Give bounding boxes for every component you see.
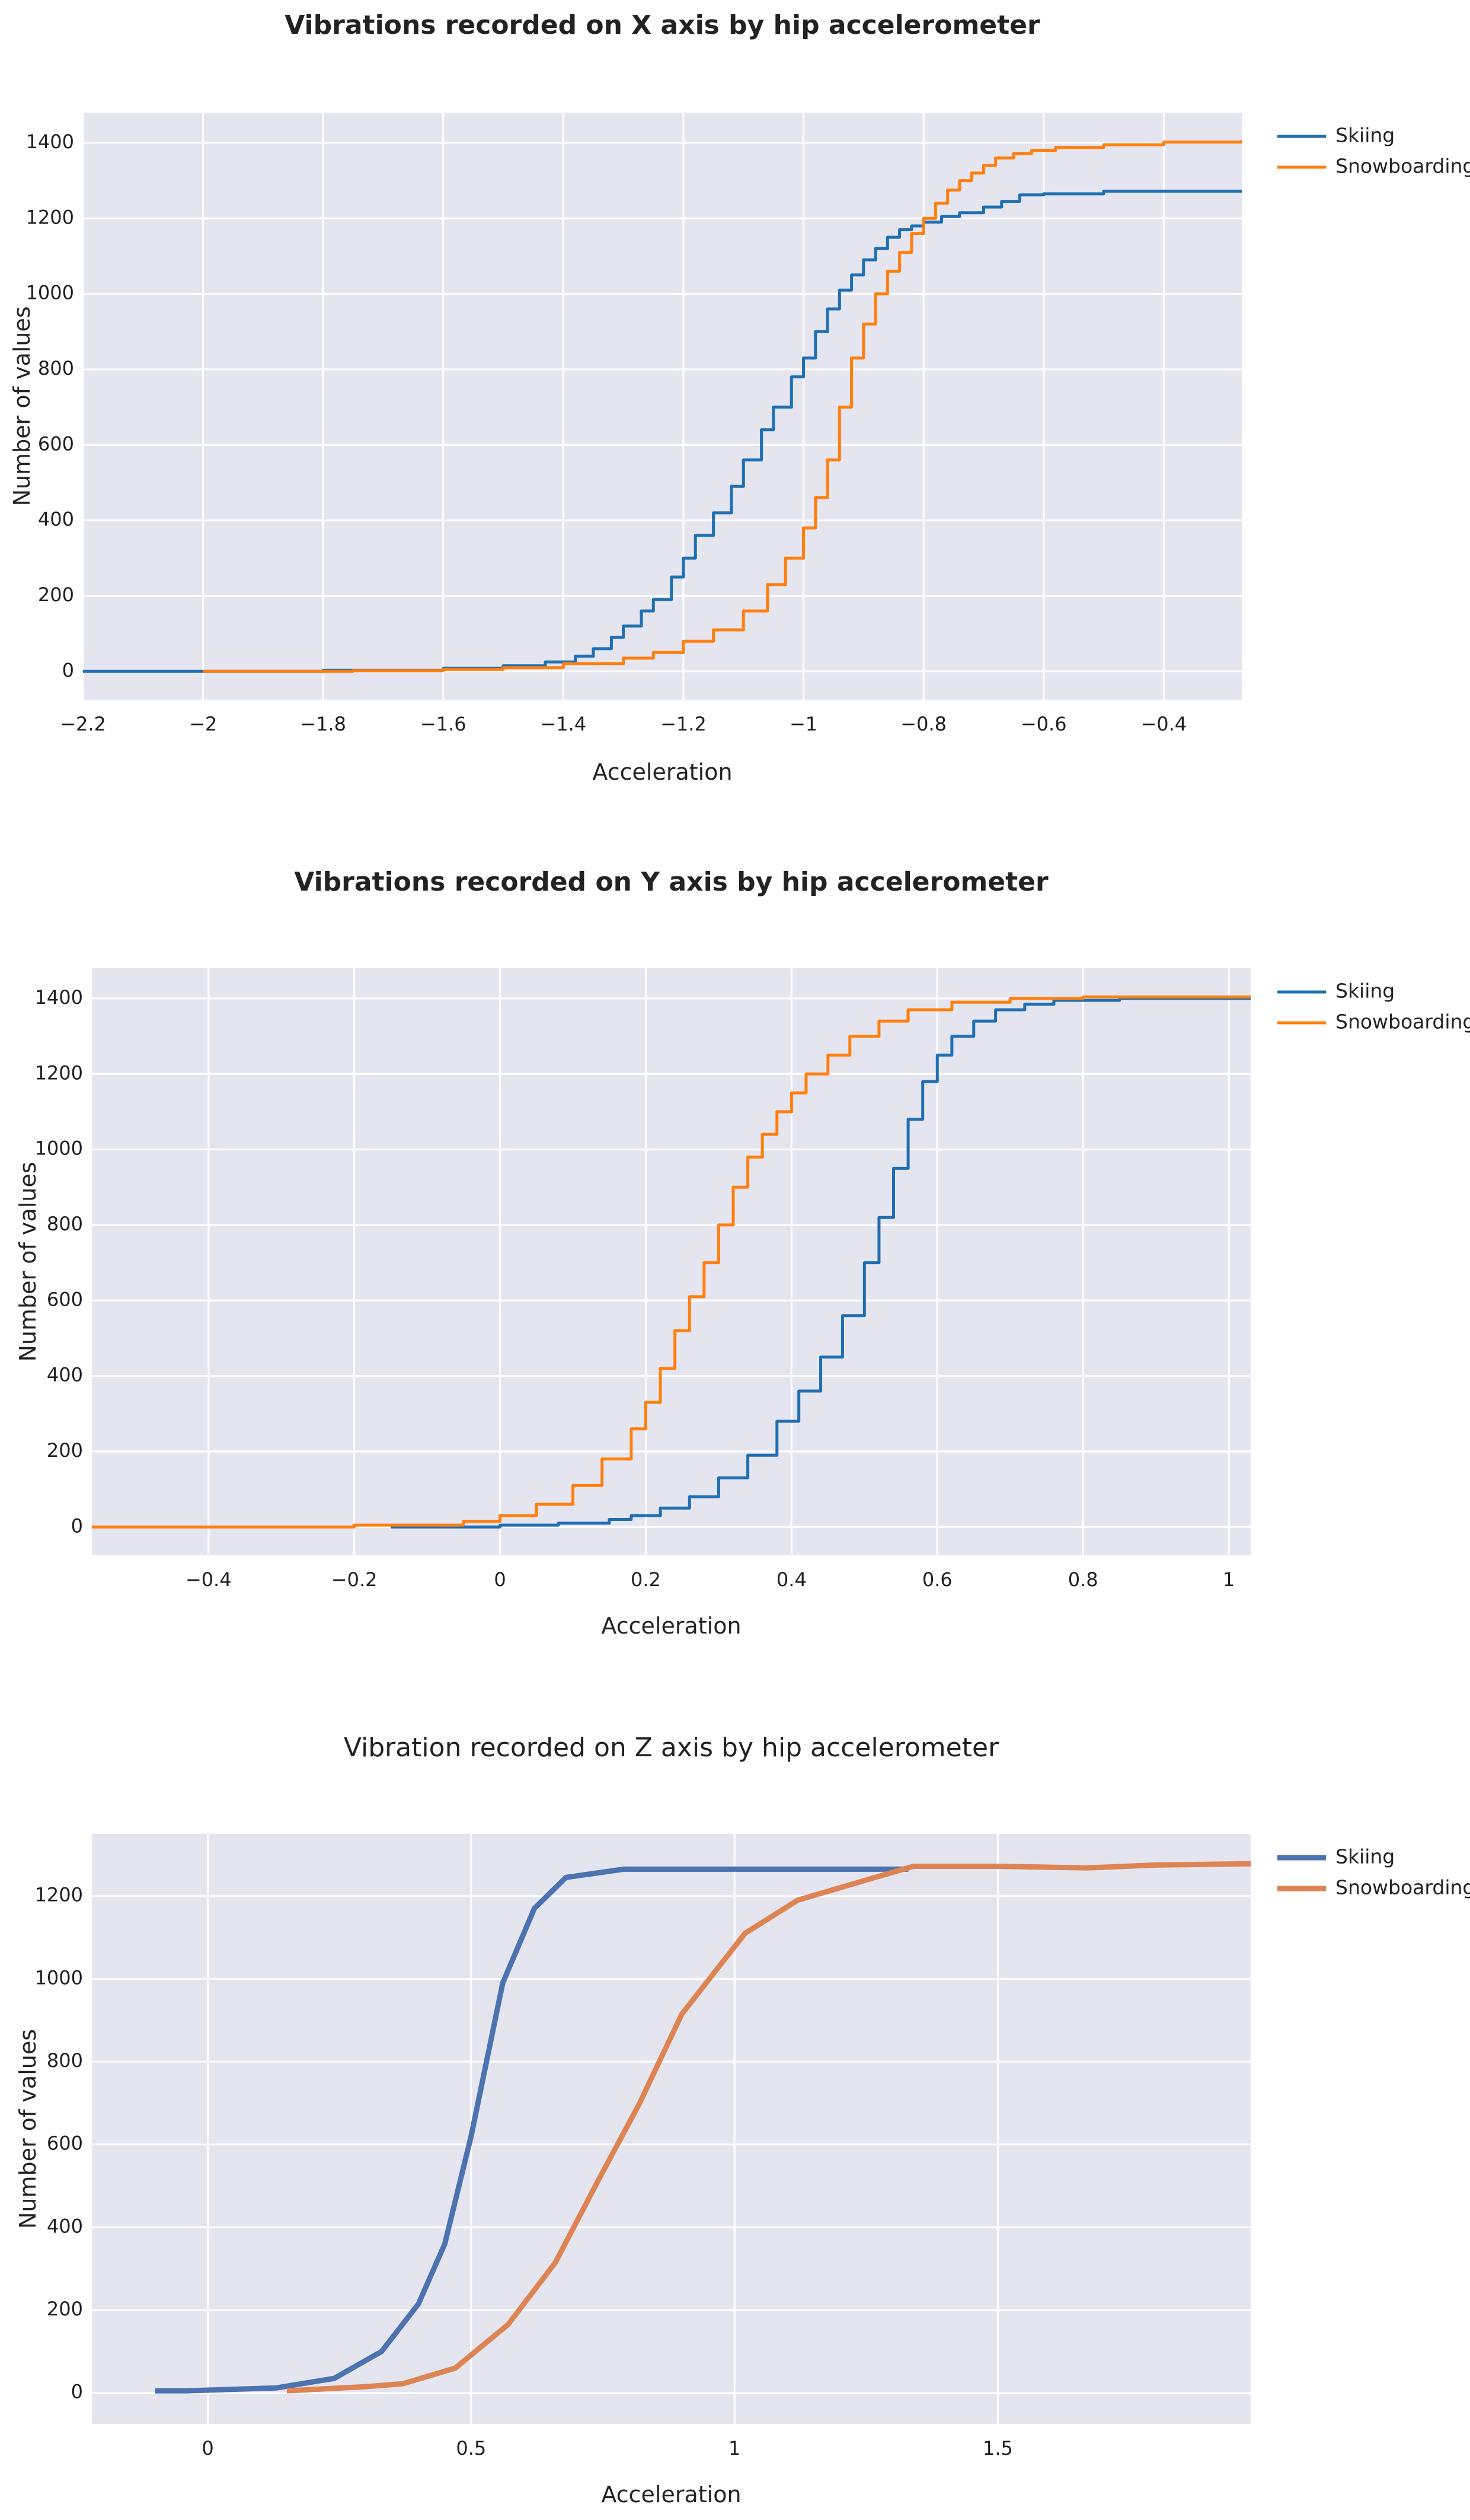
y-axis-label: Number of values	[15, 1162, 41, 1361]
y-tick-label: 800	[47, 2049, 83, 2072]
y-tick-label: 600	[47, 1288, 83, 1310]
y-tick-label: 1400	[26, 130, 74, 153]
y-tick-label: 800	[47, 1213, 83, 1235]
x-tick-label: −0.2	[331, 1568, 378, 1591]
x-tick-label: 0.6	[922, 1568, 953, 1591]
chart-title: Vibration recorded on Z axis by hip acce…	[344, 1733, 999, 1763]
x-tick-label: −2	[189, 713, 217, 735]
y-tick-label: 0	[62, 659, 74, 681]
x-tick-label: −1.4	[541, 713, 587, 735]
x-tick-label: −1.8	[300, 713, 346, 735]
x-tick-label: −1.2	[660, 713, 707, 735]
y-tick-label: 1000	[26, 282, 74, 304]
y-axis-label: Number of values	[9, 306, 35, 506]
y-tick-label: 1200	[35, 1061, 83, 1084]
y-tick-label: 600	[47, 2132, 83, 2155]
y-tick-label: 1000	[35, 1137, 83, 1160]
y-tick-label: 800	[38, 357, 74, 379]
y-tick-label: 0	[71, 1514, 83, 1537]
x-tick-label: 1	[728, 2437, 740, 2460]
x-tick-label: −0.8	[900, 713, 947, 735]
x-tick-label: −0.6	[1021, 713, 1067, 735]
x-axis-vibration-chart: Vibrations recorded on X axis by hip acc…	[9, 10, 1470, 785]
series-line-skiing	[391, 995, 1251, 1529]
y-tick-label: 200	[38, 583, 74, 606]
y-tick-label: 200	[47, 2298, 83, 2320]
x-tick-label: −1	[790, 713, 817, 735]
chart-title: Vibrations recorded on Y axis by hip acc…	[294, 867, 1049, 897]
y-tick-label: 1200	[26, 206, 74, 228]
x-tick-label: −2.2	[60, 713, 106, 735]
series-line-skiing	[155, 1866, 909, 2394]
x-tick-label: 1	[1223, 1568, 1235, 1591]
x-tick-label: 0.8	[1068, 1568, 1098, 1591]
x-tick-label: 0.2	[631, 1568, 661, 1591]
y-axis-vibration-chart: Vibrations recorded on Y axis by hip acc…	[15, 867, 1470, 1639]
x-tick-label: −1.6	[420, 713, 466, 735]
y-tick-label: 400	[47, 2215, 83, 2237]
x-tick-label: 0.5	[456, 2437, 486, 2460]
y-tick-label: 0	[71, 2381, 83, 2403]
plot-area	[83, 113, 1242, 700]
x-tick-label: 0	[202, 2437, 213, 2460]
legend-label-skiing: Skiing	[1335, 124, 1395, 147]
y-tick-label: 600	[38, 432, 74, 455]
legend-label-snowboarding: Snowboarding	[1335, 1876, 1470, 1899]
plot-area	[92, 968, 1251, 1555]
y-tick-label: 200	[47, 1439, 83, 1462]
series-line-snowboarding	[286, 1861, 1251, 2394]
y-axis-label: Number of values	[15, 2029, 41, 2229]
x-tick-label: −0.4	[186, 1568, 232, 1591]
y-tick-label: 400	[47, 1364, 83, 1386]
series-line-skiing	[83, 189, 1242, 673]
y-tick-label: 1000	[35, 1966, 83, 1989]
x-tick-label: −0.4	[1140, 713, 1187, 735]
x-tick-label: 0	[494, 1568, 506, 1591]
legend-label-snowboarding: Snowboarding	[1335, 155, 1470, 178]
legend-label-skiing: Skiing	[1335, 1845, 1395, 1868]
plot-area	[92, 1834, 1251, 2424]
z-axis-vibration-chart: Vibration recorded on Z axis by hip acce…	[15, 1733, 1470, 2508]
x-axis-label: Acceleration	[601, 2481, 741, 2508]
x-axis-label: Acceleration	[592, 759, 732, 785]
x-tick-label: 1.5	[983, 2437, 1013, 2460]
legend-label-skiing: Skiing	[1335, 980, 1395, 1003]
y-tick-label: 400	[38, 508, 74, 531]
y-tick-label: 1400	[35, 986, 83, 1009]
x-axis-label: Acceleration	[601, 1613, 741, 1639]
chart-title: Vibrations recorded on X axis by hip acc…	[285, 10, 1040, 40]
x-tick-label: 0.4	[776, 1568, 807, 1591]
y-tick-label: 1200	[35, 1884, 83, 1906]
series-line-snowboarding	[92, 995, 1251, 1529]
series-line-snowboarding	[203, 139, 1242, 673]
legend-label-snowboarding: Snowboarding	[1335, 1010, 1470, 1033]
